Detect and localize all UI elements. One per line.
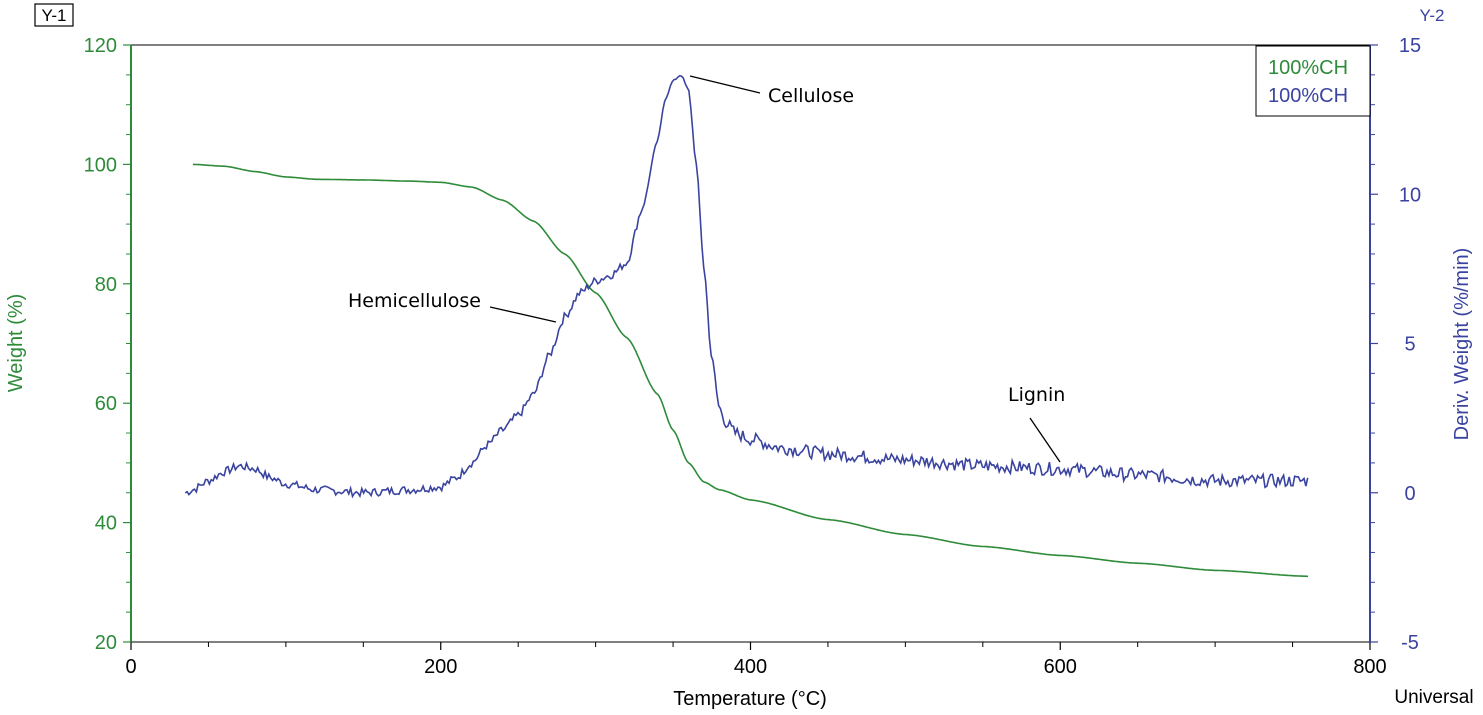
deriv-weight-curve [184,74,1309,499]
y-left-tick-label: 120 [84,35,117,57]
hemicellulose-annotation: Hemicellulose [348,290,481,312]
x-tick-label: 200 [424,656,457,678]
lignin-annotation: Lignin [1008,384,1065,406]
y-left-axis-label: Weight (%) [5,294,27,393]
y-left-tick-label: 100 [84,154,117,176]
y-left-tick-label: 60 [95,393,117,415]
hemicellulose-leader [489,306,557,323]
y-left-tick-label: 40 [95,513,117,535]
legend-box [1255,45,1371,117]
y-right-tick-label: 10 [1399,184,1421,206]
x-tick-label: 0 [125,656,136,678]
x-tick-label: 800 [1353,656,1386,678]
cellulose-leader [689,75,761,94]
universal-footer-label: Universal [1394,687,1473,708]
y-left-tick-label: 80 [95,274,117,296]
x-tick-label: 400 [734,656,767,678]
x-axis-label: Temperature (°C) [673,688,827,710]
y-right-tick-label: 5 [1404,334,1415,356]
legend-entry-deriv: 100%CH [1268,85,1348,107]
cellulose-annotation: Cellulose [768,85,854,107]
y1-corner-label: Y-1 [42,6,67,25]
y-right-tick-label: 15 [1399,35,1421,57]
y-right-tick-label: -5 [1401,632,1419,654]
y-right-tick-label: 0 [1404,483,1415,505]
y1-corner-box [34,3,74,27]
legend-entry-weight: 100%CH [1268,57,1348,79]
plot-frame [130,44,1371,643]
x-tick-label: 600 [1044,656,1077,678]
weight-curve [192,163,1308,578]
y-right-axis-label: Deriv. Weight (%/min) [1451,248,1473,441]
lignin-leader [1029,417,1061,463]
y-left-tick-label: 20 [95,632,117,654]
y2-corner-label: Y-2 [1420,6,1445,25]
